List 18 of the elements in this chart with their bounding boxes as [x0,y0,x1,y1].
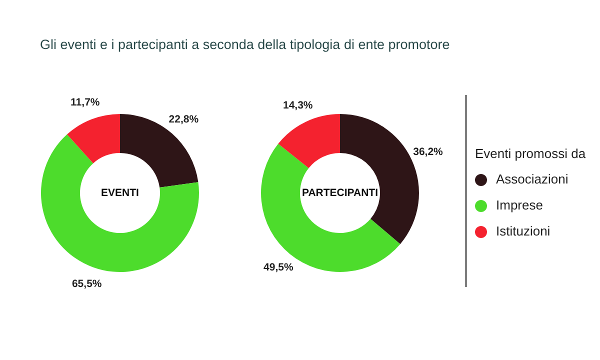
donut-slice [278,114,340,168]
legend-title: Eventi promossi da [475,146,586,161]
donut-slice [120,114,198,188]
data-label: 11,7% [70,96,100,108]
data-label: 22,8% [168,114,200,126]
data-label: 36,2% [413,146,444,158]
donut-slice [41,134,199,272]
chart-title: Gli eventi e i partecipanti a seconda della tipologia di ente promotore [40,37,450,52]
text: PARTECIPANTI [302,186,378,199]
legend-label: Imprese [496,197,543,212]
donut-slice [67,114,120,164]
text: EVENTI [101,186,140,199]
data-label: 65,5% [72,278,102,290]
data-label: 14,3% [282,99,314,112]
legend-label: Istituzioni [496,223,550,238]
data-label: 49,5% [264,262,294,274]
donut-slice [261,144,400,272]
legend-label: Associazioni [496,171,568,186]
